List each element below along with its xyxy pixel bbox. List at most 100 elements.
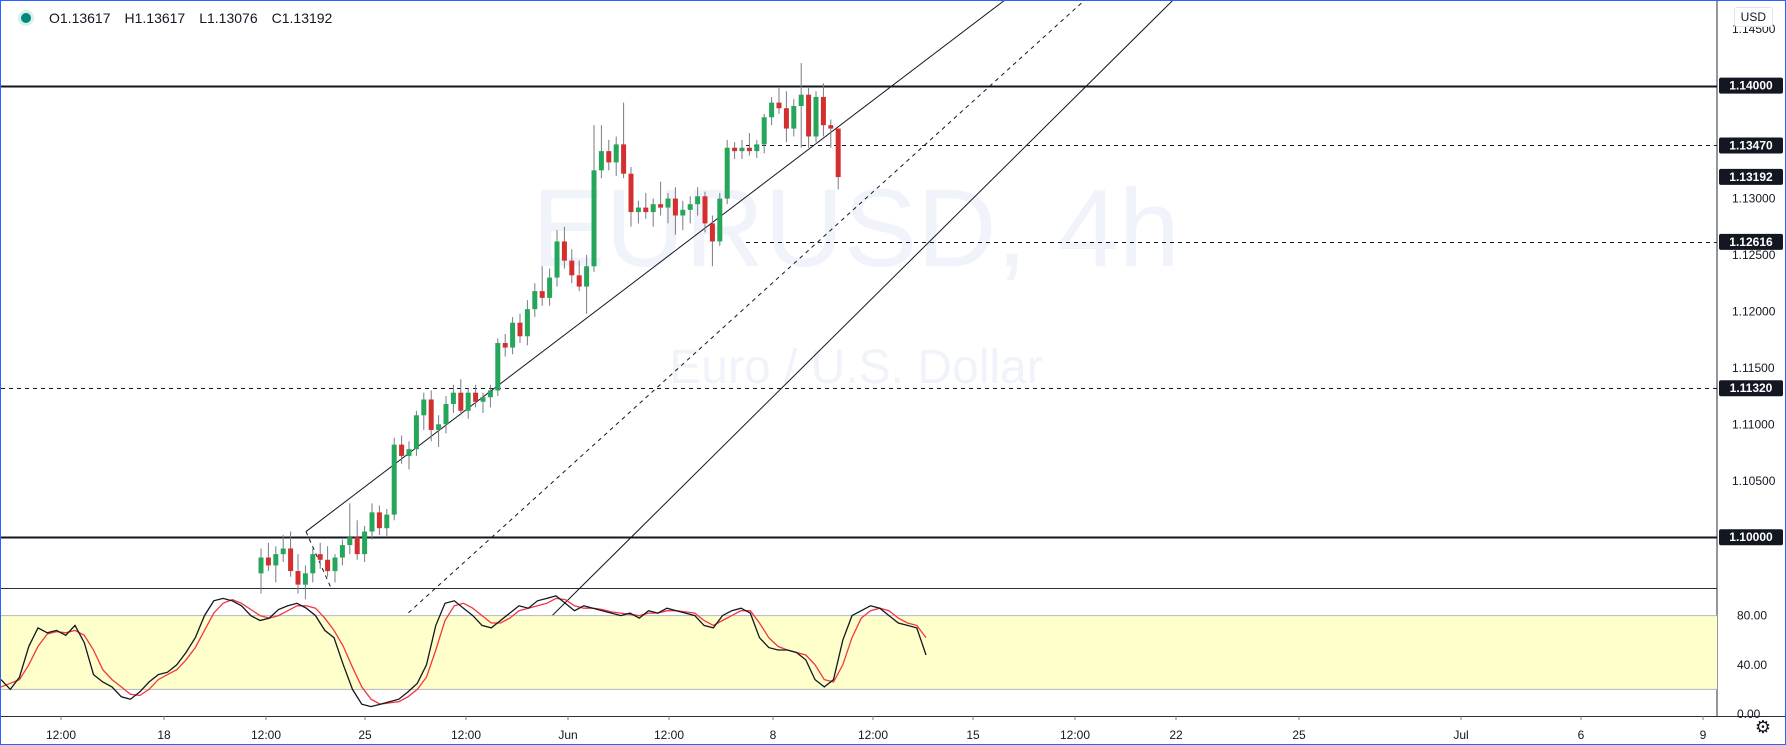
candle[interactable]	[362, 531, 368, 555]
candle[interactable]	[761, 117, 767, 145]
candle[interactable]	[258, 557, 264, 574]
time-tick-label: 12:00	[858, 728, 888, 742]
stoch-tick-label: 40.00	[1737, 658, 1767, 672]
candle[interactable]	[325, 559, 331, 572]
candle[interactable]	[406, 449, 412, 456]
candle[interactable]	[339, 545, 345, 558]
candle[interactable]	[732, 147, 738, 152]
channel-lower-line[interactable]	[505, 1, 1286, 662]
candle[interactable]	[791, 105, 797, 129]
candle[interactable]	[450, 392, 456, 404]
candle[interactable]	[495, 343, 501, 391]
candle[interactable]	[584, 266, 590, 287]
candle[interactable]	[487, 390, 493, 398]
candle[interactable]	[695, 196, 701, 205]
stoch-band	[1, 615, 1717, 690]
candle[interactable]	[369, 512, 375, 532]
candle[interactable]	[680, 209, 686, 216]
candle[interactable]	[288, 548, 294, 572]
candle[interactable]	[295, 571, 301, 585]
candle[interactable]	[621, 144, 627, 174]
candle[interactable]	[517, 322, 523, 337]
candle[interactable]	[391, 444, 397, 515]
candle[interactable]	[443, 403, 449, 425]
candle[interactable]	[687, 204, 693, 210]
watermark-description: Euro / U.S. Dollar	[669, 341, 1042, 394]
stoch-k-line[interactable]	[1, 595, 927, 708]
candle[interactable]	[384, 514, 390, 529]
candle[interactable]	[709, 223, 715, 242]
candle[interactable]	[754, 144, 760, 152]
candle[interactable]	[835, 128, 841, 178]
candle[interactable]	[421, 399, 427, 416]
candle[interactable]	[591, 170, 597, 267]
channel-upper-line[interactable]	[305, 1, 1011, 532]
candle[interactable]	[473, 392, 479, 402]
candle[interactable]	[650, 204, 656, 213]
stoch-d-line[interactable]	[1, 597, 927, 705]
candle[interactable]	[576, 275, 582, 287]
candle[interactable]	[510, 322, 516, 348]
candle[interactable]	[635, 207, 641, 213]
candle[interactable]	[465, 392, 471, 411]
candle[interactable]	[399, 444, 405, 456]
candle[interactable]	[561, 241, 567, 261]
candle[interactable]	[547, 277, 553, 298]
candle[interactable]	[658, 204, 664, 208]
candle[interactable]	[539, 291, 545, 298]
time-tick-label: 18	[157, 728, 171, 742]
candle[interactable]	[280, 548, 286, 555]
candle[interactable]	[820, 96, 826, 126]
price-label-text: 1.13470	[1729, 138, 1773, 152]
candle[interactable]	[598, 151, 604, 171]
candle[interactable]	[665, 198, 671, 208]
candle[interactable]	[783, 108, 789, 129]
candle[interactable]	[317, 554, 323, 560]
candle[interactable]	[428, 399, 434, 430]
status-dot-icon[interactable]	[21, 13, 31, 23]
candle[interactable]	[628, 173, 634, 213]
candle[interactable]	[354, 537, 360, 555]
candle[interactable]	[806, 94, 812, 137]
candle[interactable]	[502, 343, 508, 348]
currency-button[interactable]: USD	[1733, 7, 1773, 27]
candle[interactable]	[613, 144, 619, 163]
candle[interactable]	[302, 573, 308, 585]
candle[interactable]	[480, 397, 486, 402]
candle[interactable]	[273, 554, 279, 566]
candle[interactable]	[554, 241, 560, 278]
candle[interactable]	[532, 291, 538, 310]
price-label-box	[1719, 233, 1783, 250]
candle[interactable]	[524, 309, 530, 337]
candle[interactable]	[813, 96, 819, 137]
candle[interactable]	[376, 512, 382, 529]
candle[interactable]	[332, 557, 338, 572]
candle[interactable]	[606, 151, 612, 163]
candle[interactable]	[717, 198, 723, 242]
candle[interactable]	[436, 424, 442, 430]
candle[interactable]	[702, 196, 708, 224]
candle[interactable]	[672, 198, 678, 216]
candle[interactable]	[769, 102, 775, 118]
candle[interactable]	[798, 94, 804, 106]
price-label-box	[1719, 380, 1783, 397]
candle[interactable]	[643, 207, 649, 213]
candle[interactable]	[776, 102, 782, 109]
candle[interactable]	[458, 392, 464, 411]
channel-anchor-line[interactable]	[305, 531, 332, 589]
candle[interactable]	[724, 147, 730, 199]
candle[interactable]	[569, 260, 575, 276]
candle[interactable]	[746, 147, 752, 152]
time-tick-label: 12:00	[46, 728, 76, 742]
candle[interactable]	[413, 415, 419, 450]
candle[interactable]	[739, 147, 745, 152]
candle[interactable]	[310, 554, 316, 574]
candle[interactable]	[347, 537, 353, 546]
ohlc-legend: O1.13617 H1.13617 L1.13076 C1.13192	[21, 10, 338, 26]
candle[interactable]	[265, 557, 271, 566]
gear-icon[interactable]: ⚙	[1754, 717, 1771, 737]
candle[interactable]	[828, 125, 834, 129]
channel-middle-line[interactable]	[360, 1, 1146, 657]
